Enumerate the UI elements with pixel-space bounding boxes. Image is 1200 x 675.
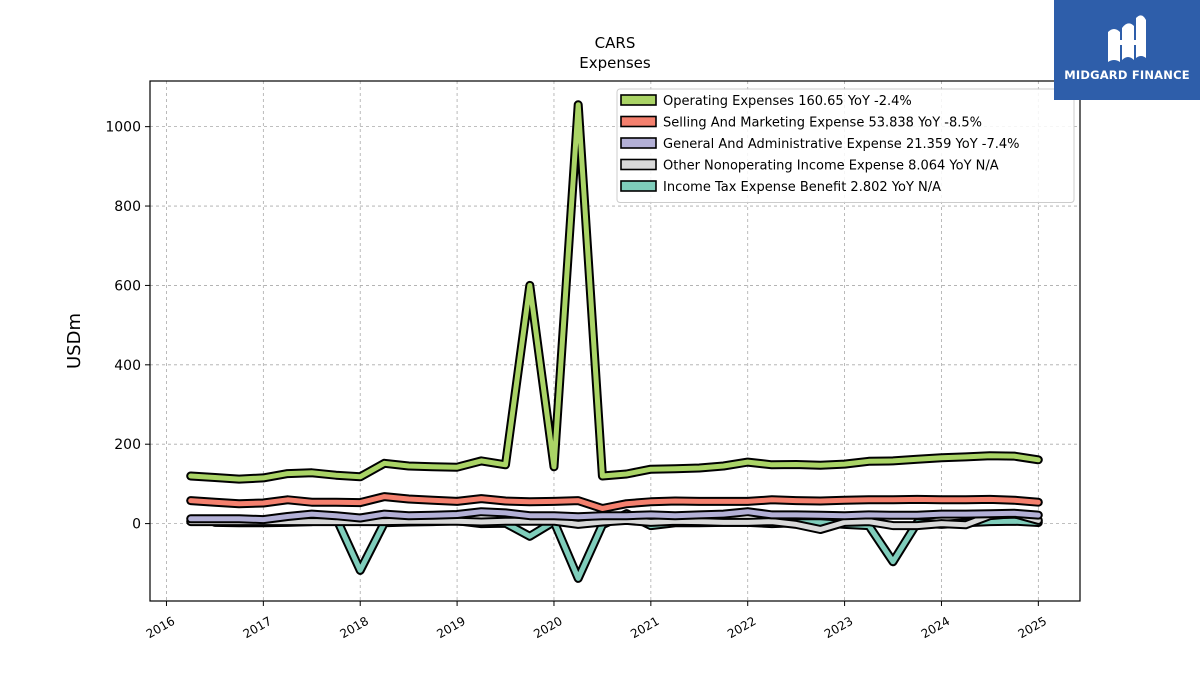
chart-subtitle: Expenses — [579, 54, 651, 72]
y-tick-label: 400 — [114, 358, 141, 374]
series-line — [186, 509, 1043, 534]
x-tick-label: 2019 — [434, 614, 467, 641]
series-layer — [186, 100, 1043, 583]
legend: Operating Expenses 160.65 YoY -2.4% Selli… — [616, 88, 1075, 203]
series-line-stroke — [188, 509, 1041, 523]
x-tick-label: 2021 — [628, 614, 661, 641]
legend-swatch — [620, 180, 657, 192]
legend-swatch — [620, 158, 657, 171]
x-tick-label: 2016 — [144, 614, 177, 641]
series-line-stroke — [188, 494, 1041, 511]
y-axis-label: USDm — [64, 313, 85, 369]
logo-text: MIDGARD FINANCE — [1064, 68, 1190, 82]
legend-label: Other Nonoperating Income Expense 8.064 … — [663, 159, 999, 174]
x-tick-label: 2017 — [241, 614, 274, 641]
legend-box — [616, 88, 1075, 203]
chart-title: CARS — [595, 34, 636, 52]
logo-mark-icon — [1108, 15, 1146, 62]
x-tick-label: 2024 — [919, 614, 952, 641]
legend-swatch — [620, 115, 657, 128]
legend-swatch — [620, 94, 657, 106]
y-tick-label: 800 — [114, 199, 141, 215]
legend-swatch — [620, 137, 657, 149]
legend-label: Operating Expenses 160.65 YoY -2.4% — [663, 94, 912, 109]
y-tick-label: 200 — [114, 437, 141, 453]
x-tick-label: 2022 — [725, 614, 758, 641]
x-tick-label: 2025 — [1016, 614, 1049, 641]
y-tick-label: 0 — [132, 517, 141, 533]
series-line-stroke — [188, 102, 1041, 482]
legend-label: Income Tax Expense Benefit 2.802 YoY N/A — [663, 180, 941, 195]
series-line-stroke — [188, 511, 1041, 532]
series-line — [186, 507, 1043, 525]
midgard-finance-logo: MIDGARD FINANCE — [1054, 0, 1200, 100]
x-tick-label: 2020 — [531, 614, 564, 641]
x-tick-label: 2023 — [822, 614, 855, 641]
y-tick-label: 600 — [114, 278, 141, 294]
y-tick-label: 1000 — [105, 120, 141, 136]
legend-label: Selling And Marketing Expense 53.838 YoY… — [663, 116, 982, 131]
legend-label: General And Administrative Expense 21.35… — [663, 137, 1020, 152]
series-line — [186, 492, 1043, 513]
x-tick-label: 2018 — [337, 614, 370, 641]
plot-frame — [149, 80, 1081, 602]
series-line — [186, 100, 1043, 484]
